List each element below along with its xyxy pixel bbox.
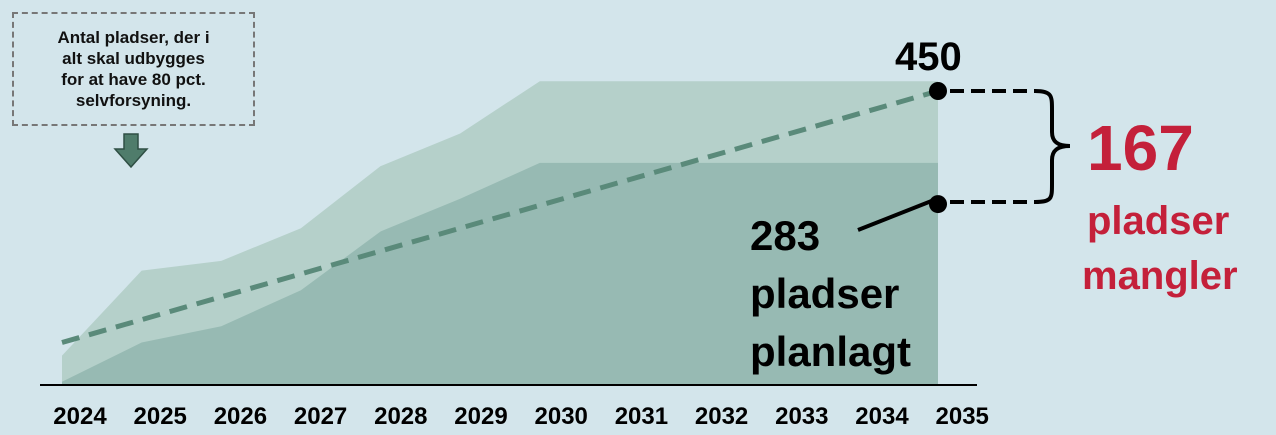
x-tick-label-2033: 2033	[775, 403, 828, 430]
planned-text-line-2: planlagt	[750, 328, 912, 375]
x-tick-label-2029: 2029	[454, 403, 507, 430]
x-axis-ticks: 2024 2025 2026 2027 2028 2029 2030 2031 2032 2033…	[53, 403, 989, 430]
arrow-down-icon	[113, 133, 149, 169]
annotation-line-2: alt skal udbygges	[62, 49, 205, 68]
planned-pointer-line	[857, 198, 935, 232]
annotation-line-1: Antal pladser, der i	[57, 28, 210, 47]
gap-text-line-1: pladser	[1087, 199, 1230, 243]
annotation-box: Antal pladser, der i alt skal udbygges f…	[12, 12, 255, 126]
x-tick-label-2025: 2025	[134, 403, 187, 430]
x-tick-label-2031: 2031	[615, 403, 668, 430]
x-tick-label-2026: 2026	[214, 403, 267, 430]
planned-base-area	[62, 162, 938, 385]
planned-value-label: 283	[750, 212, 821, 259]
target-dashed-line	[61, 88, 939, 345]
annotation-line-4: selvforsyning.	[75, 91, 192, 110]
x-tick-label-2034: 2034	[855, 403, 909, 430]
x-tick-label-2030: 2030	[535, 403, 588, 430]
curly-brace	[1034, 89, 1071, 204]
gap-text-line-2: mangler	[1082, 254, 1238, 298]
x-tick-label-2028: 2028	[374, 403, 427, 430]
annotation-line-3: for at have 80 pct.	[61, 70, 206, 89]
planned-point	[929, 195, 947, 214]
x-tick-label-2024: 2024	[53, 403, 107, 430]
x-tick-label-2027: 2027	[294, 403, 347, 430]
planned-text-line-1: pladser	[750, 270, 900, 317]
x-tick-label-2035: 2035	[936, 403, 989, 430]
target-value-label: 450	[895, 35, 962, 79]
x-tick-label-2032: 2032	[695, 403, 748, 430]
gap-value-label: 167	[1087, 112, 1194, 184]
target-point	[929, 82, 947, 100]
